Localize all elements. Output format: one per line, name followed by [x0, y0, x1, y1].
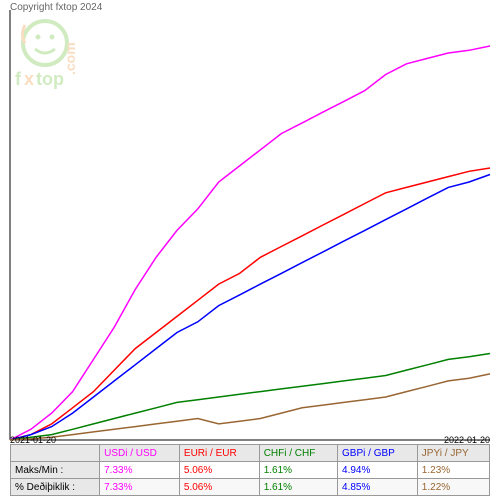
cell: 5.06%: [179, 462, 259, 479]
col-chf: CHFi / CHF: [259, 445, 337, 462]
data-table: USDi / USD EURi / EUR CHFi / CHF GBPi / …: [10, 444, 490, 496]
cell: 4.85%: [338, 479, 418, 496]
cell: 4.94%: [338, 462, 418, 479]
col-jpy: JPYi / JPY: [417, 445, 489, 462]
table-row: Maks/Min : 7.33% 5.06% 1.61% 4.94% 1.23%: [11, 462, 490, 479]
line-chart: [0, 0, 500, 445]
table-header-row: USDi / USD EURi / EUR CHFi / CHF GBPi / …: [11, 445, 490, 462]
col-eur: EURi / EUR: [179, 445, 259, 462]
row-label: Maks/Min :: [11, 462, 100, 479]
cell: 5.06%: [179, 479, 259, 496]
cell: 1.22%: [417, 479, 489, 496]
cell: 7.33%: [100, 479, 180, 496]
col-usd: USDi / USD: [100, 445, 180, 462]
col-gbp: GBPi / GBP: [338, 445, 418, 462]
table-corner: [11, 445, 100, 462]
cell: 7.33%: [100, 462, 180, 479]
cell: 1.23%: [417, 462, 489, 479]
cell: 1.61%: [259, 462, 337, 479]
row-label: % Deðiþiklik :: [11, 479, 100, 496]
table-row: % Deðiþiklik : 7.33% 5.06% 1.61% 4.85% 1…: [11, 479, 490, 496]
cell: 1.61%: [259, 479, 337, 496]
